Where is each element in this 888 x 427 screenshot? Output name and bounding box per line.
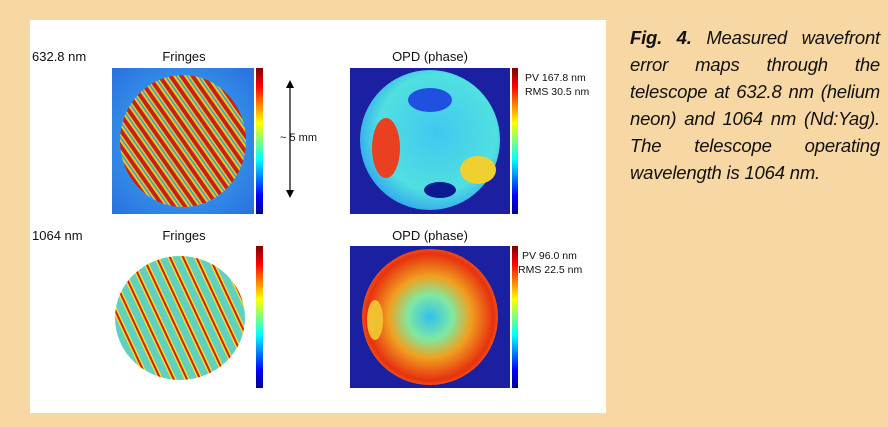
opd-map [362,249,498,385]
colorbar [256,246,263,388]
caption: Fig. 4. Measured wavefront error maps th… [630,24,880,186]
opd-feature [372,118,400,178]
panel-title: Fringes [162,228,206,243]
pv-label: PV 167.8 nm [525,72,586,84]
rms-label: RMS 30.5 nm [525,86,589,98]
wavelength-label: 1064 nm [32,228,83,243]
opd-feature [408,88,452,112]
caption-text: Measured wavefront error maps through th… [630,27,880,183]
panel-title: Fringes [162,49,206,64]
scale-annotation: ~ 5 mm [280,132,317,144]
colorbar [512,68,518,214]
figure-panel: 632.8 nm Fringes OPD (phase) ~ 5 mm PV 1… [30,20,606,413]
wavelength-label: 632.8 nm [32,49,86,64]
fringe-pattern [120,75,246,207]
colorbar [512,246,518,388]
opd-feature [424,182,456,198]
opd-feature [460,156,496,184]
panel-title: OPD (phase) [392,228,468,243]
opd-feature [367,300,383,340]
panel-title: OPD (phase) [392,49,468,64]
fringe-pattern [115,256,245,380]
caption-label: Fig. 4. [630,27,692,48]
rms-label: RMS 22.5 nm [518,264,582,276]
figure: 632.8 nm Fringes OPD (phase) ~ 5 mm PV 1… [32,49,589,388]
pv-label: PV 96.0 nm [522,250,577,262]
colorbar [256,68,263,214]
